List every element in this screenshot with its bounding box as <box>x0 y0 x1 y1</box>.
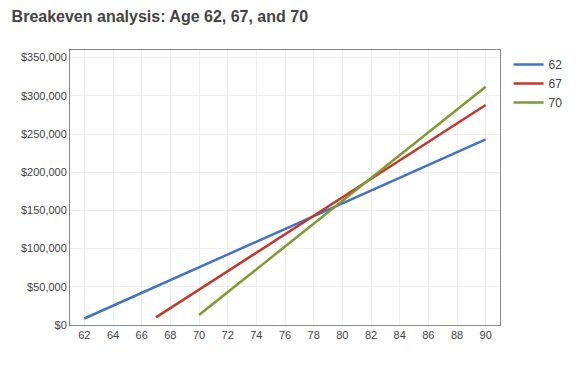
svg-text:84: 84 <box>394 329 406 341</box>
svg-text:67: 67 <box>549 77 563 91</box>
svg-text:Breakeven analysis: Age 62, 67: Breakeven analysis: Age 62, 67, and 70 <box>12 8 309 25</box>
svg-text:88: 88 <box>451 329 463 341</box>
svg-text:76: 76 <box>279 329 291 341</box>
svg-text:68: 68 <box>164 329 176 341</box>
svg-text:66: 66 <box>136 329 148 341</box>
svg-text:64: 64 <box>107 329 119 341</box>
svg-text:86: 86 <box>422 329 434 341</box>
svg-text:80: 80 <box>336 329 348 341</box>
svg-text:$350,000: $350,000 <box>21 51 67 63</box>
svg-text:$150,000: $150,000 <box>21 204 67 216</box>
svg-text:62: 62 <box>549 58 563 72</box>
svg-text:$200,000: $200,000 <box>21 166 67 178</box>
svg-text:78: 78 <box>308 329 320 341</box>
svg-text:82: 82 <box>365 329 377 341</box>
svg-text:72: 72 <box>222 329 234 341</box>
svg-text:74: 74 <box>250 329 262 341</box>
svg-text:70: 70 <box>549 96 563 110</box>
svg-text:$50,000: $50,000 <box>27 281 67 293</box>
svg-text:70: 70 <box>193 329 205 341</box>
svg-text:62: 62 <box>78 329 90 341</box>
svg-text:$100,000: $100,000 <box>21 242 67 254</box>
svg-text:$0: $0 <box>55 319 67 331</box>
svg-text:90: 90 <box>480 329 492 341</box>
svg-text:$300,000: $300,000 <box>21 90 67 102</box>
svg-text:$250,000: $250,000 <box>21 128 67 140</box>
